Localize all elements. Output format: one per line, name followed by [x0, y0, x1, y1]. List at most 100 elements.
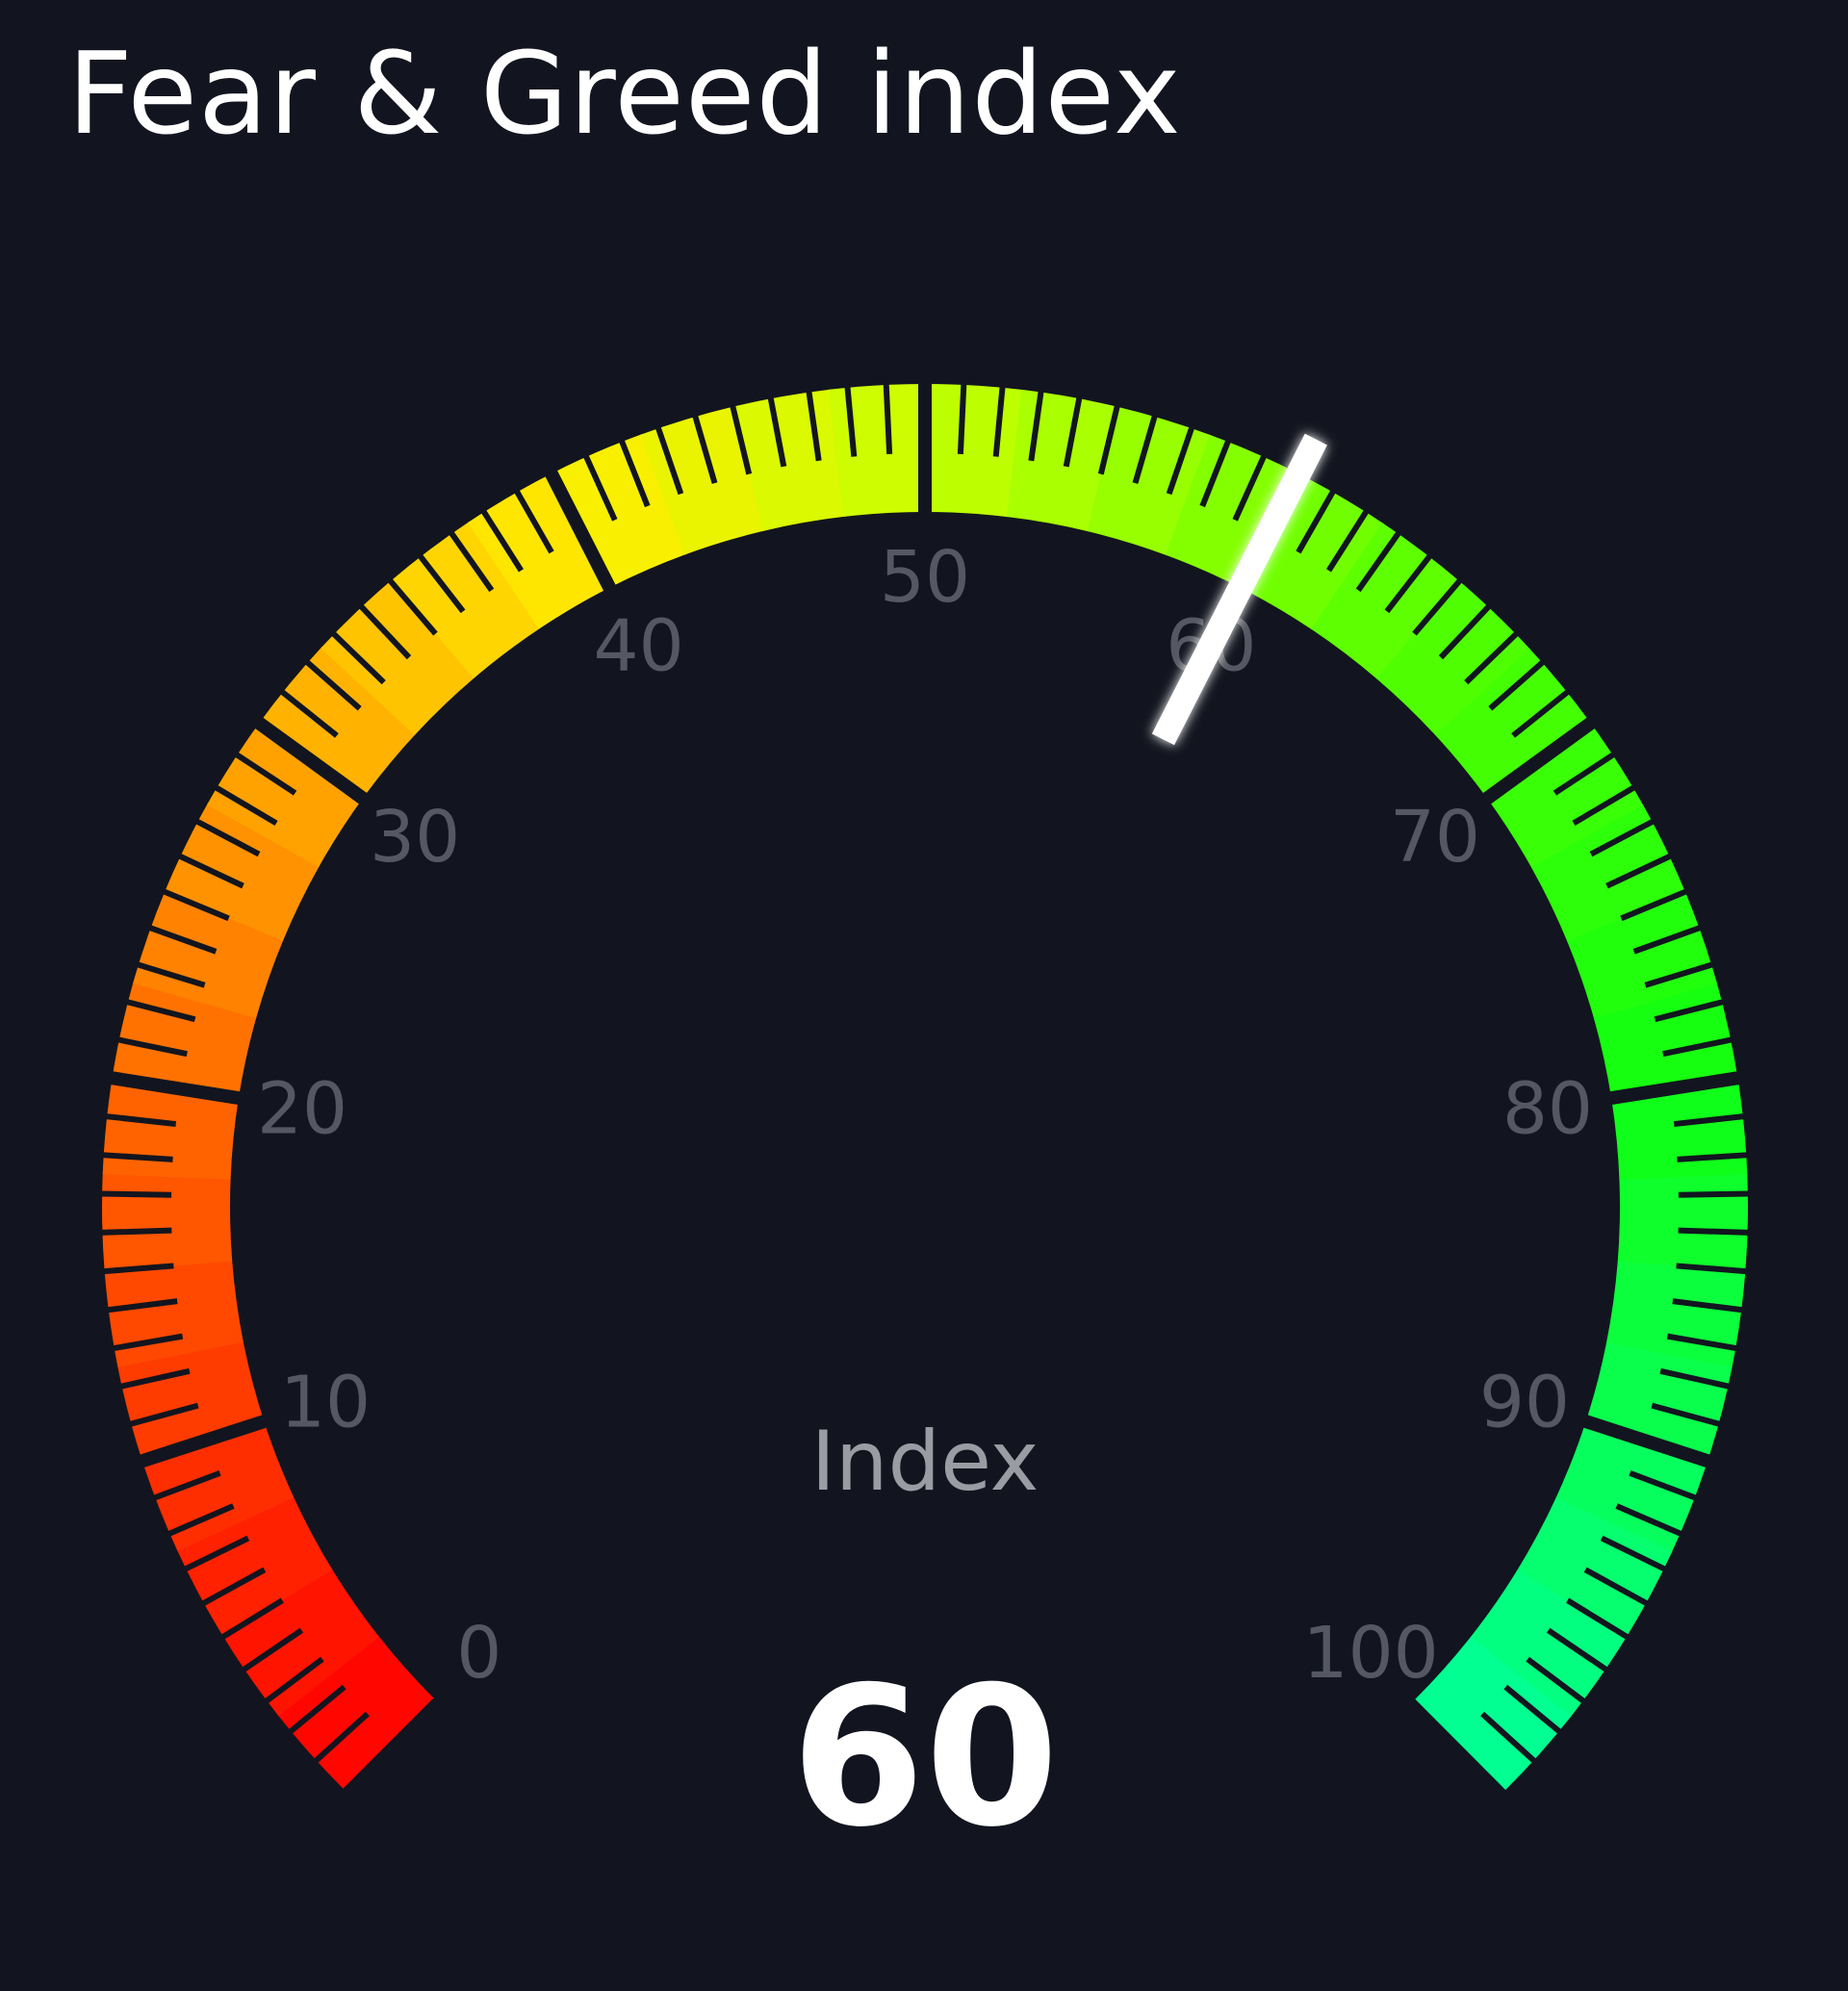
minor-tick: [1503, 1684, 1563, 1735]
major-tick: [138, 1414, 269, 1468]
minor-tick: [1600, 1535, 1667, 1572]
minor-tick: [1028, 390, 1044, 462]
major-tick: [1581, 1414, 1712, 1468]
gauge-band-segment: [259, 647, 416, 799]
minor-tick: [806, 390, 822, 462]
major-tick: [1481, 716, 1597, 805]
minor-tick: [162, 888, 230, 922]
minor-tick: [287, 1684, 346, 1735]
minor-tick: [1666, 1333, 1738, 1352]
major-tick: [253, 716, 369, 805]
minor-tick: [1583, 1567, 1650, 1607]
minor-tick: [1672, 1298, 1744, 1314]
minor-tick: [957, 382, 967, 455]
minor-tick: [767, 396, 787, 468]
minor-tick: [1511, 688, 1571, 738]
minor-tick: [147, 924, 218, 955]
minor-tick: [1615, 1503, 1683, 1538]
tick-label: 80: [1502, 1068, 1593, 1151]
minor-tick: [1662, 1036, 1733, 1058]
minor-tick: [480, 508, 524, 573]
minor-tick: [213, 784, 278, 827]
gauge-band-segment: [1516, 1497, 1673, 1639]
gauge-band-segment: [176, 1495, 333, 1637]
minor-tick: [1644, 961, 1714, 988]
minor-tick: [1673, 1112, 1746, 1128]
minor-tick: [582, 453, 618, 522]
minor-tick: [219, 1597, 284, 1641]
gauge-band-segment: [1415, 1636, 1572, 1790]
gauge-band-segment: [640, 406, 765, 555]
minor-tick: [1412, 577, 1463, 636]
minor-tick: [883, 382, 893, 455]
gauge-band-segment: [1567, 891, 1718, 1020]
minor-tick: [200, 1567, 267, 1607]
minor-tick: [1678, 1227, 1750, 1236]
minor-tick: [152, 1469, 221, 1501]
minor-tick: [128, 1402, 199, 1428]
minor-tick: [100, 1227, 172, 1236]
value-label: 60: [791, 1646, 1059, 1870]
minor-tick: [313, 1711, 370, 1764]
minor-tick: [1553, 751, 1616, 796]
gauge-band-segment: [467, 472, 611, 629]
minor-tick: [112, 1333, 184, 1352]
gauge-band-segment: [133, 889, 284, 1019]
minor-tick: [102, 1263, 174, 1275]
minor-tick: [1438, 603, 1492, 660]
gauge-band-segment: [321, 579, 475, 735]
minor-tick: [106, 1298, 178, 1314]
gauge-band-segment: [1240, 473, 1384, 630]
major-tick: [1608, 1071, 1741, 1106]
major-tick: [109, 1071, 242, 1106]
minor-tick: [104, 1112, 177, 1128]
minor-tick: [136, 961, 206, 988]
minor-tick: [1676, 1263, 1748, 1275]
needle: [1151, 433, 1327, 746]
gauge-band-segment: [101, 1172, 233, 1272]
minor-tick: [167, 1503, 235, 1538]
tick-label: 100: [1303, 1612, 1439, 1695]
gauge-band-segment: [925, 384, 1024, 518]
tick-label: 10: [280, 1361, 371, 1443]
center-label: Index: [811, 1414, 1040, 1510]
minor-tick: [692, 414, 718, 484]
gauge-band-segment: [1435, 648, 1592, 800]
minor-tick: [263, 1656, 324, 1704]
gauge-band-segment: [104, 1259, 244, 1367]
minor-tick: [279, 688, 339, 738]
chart-title: Fear & Greed index: [67, 27, 1182, 160]
gauge-band-segment: [221, 1568, 380, 1717]
minor-tick: [1488, 659, 1546, 711]
tick-label: 50: [880, 536, 970, 619]
minor-tick: [387, 577, 438, 636]
tick-label: 70: [1390, 796, 1480, 879]
gauge-band-segment: [1617, 1174, 1748, 1274]
minor-tick: [125, 998, 196, 1023]
minor-tick: [844, 385, 858, 457]
gauge-band-segment: [1375, 580, 1531, 737]
minor-tick: [1605, 853, 1673, 889]
major-tick: [544, 469, 617, 593]
minor-tick: [1589, 818, 1656, 857]
minor-tick: [1572, 784, 1637, 827]
minor-tick: [101, 1152, 173, 1162]
tick-label: 40: [594, 604, 684, 687]
minor-tick: [194, 818, 261, 857]
minor-tick: [1166, 425, 1195, 496]
tick-label: 20: [257, 1068, 347, 1151]
tick-label: 90: [1479, 1361, 1570, 1443]
minor-tick: [992, 385, 1006, 457]
minor-tick: [1296, 489, 1337, 554]
minor-tick: [1355, 530, 1402, 593]
gauge-band-segment: [277, 1635, 434, 1789]
gauge-band-segment: [732, 389, 845, 531]
minor-tick: [1629, 1469, 1698, 1501]
minor-tick: [241, 1627, 304, 1673]
minor-tick: [1566, 1597, 1630, 1641]
minor-tick: [1659, 1367, 1732, 1390]
minor-tick: [1546, 1627, 1609, 1673]
minor-tick: [358, 603, 412, 660]
minor-tick: [234, 751, 297, 796]
